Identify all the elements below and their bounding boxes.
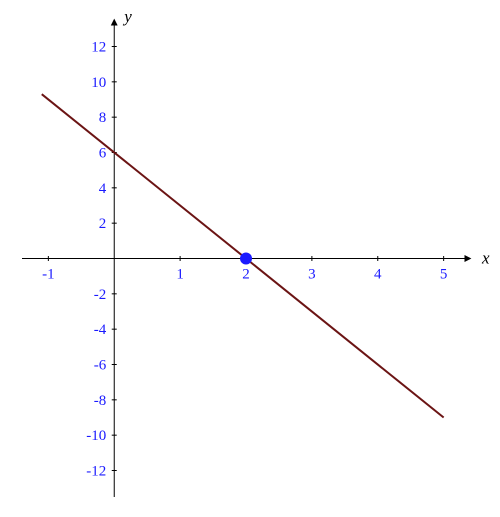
x-tick-label: 2 [242,267,250,283]
y-tick-label: -4 [94,322,107,338]
line-chart: -112345-12-10-8-6-4-224681012xy [0,0,500,517]
x-tick-label: 3 [308,267,316,283]
y-tick-label: -10 [86,428,106,444]
y-tick-label: 10 [91,75,106,91]
y-tick-label: 2 [99,216,107,232]
plot-svg: -112345-12-10-8-6-4-224681012xy [0,0,500,517]
x-tick-label: -1 [42,267,55,283]
highlight-point [240,253,252,265]
y-tick-label: -12 [86,464,106,480]
y-tick-label: -2 [94,287,107,303]
x-tick-label: 1 [176,267,184,283]
x-tick-label: 4 [374,267,382,283]
y-tick-label: -6 [94,358,107,374]
y-tick-label: 8 [99,110,107,126]
x-tick-label: 5 [440,267,448,283]
x-axis-label: x [481,249,490,268]
y-axis-label: y [122,7,132,26]
y-tick-label: 6 [99,146,107,162]
y-tick-label: 12 [91,40,106,56]
y-tick-label: -8 [94,393,107,409]
y-tick-label: 4 [99,181,107,197]
